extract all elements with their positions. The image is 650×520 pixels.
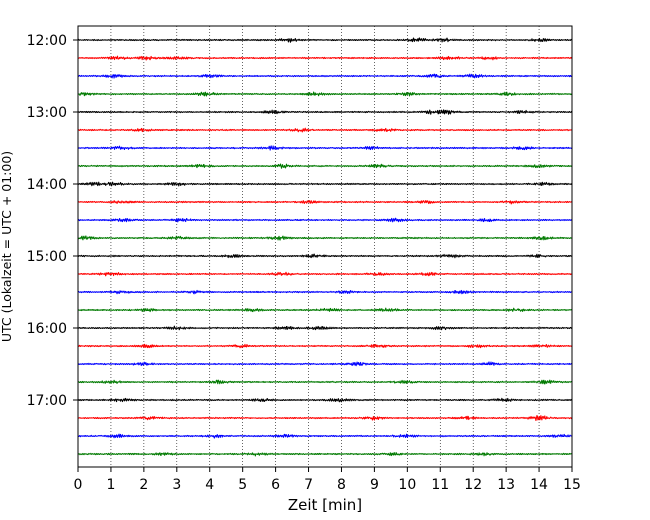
y-tick-label: 14:00 [27, 177, 67, 193]
trace-line [77, 361, 573, 367]
y-tick-label: 15:00 [27, 249, 67, 265]
trace-line [77, 73, 573, 79]
x-tick-label: 1 [106, 477, 115, 493]
x-tick-label: 8 [337, 477, 346, 493]
trace-line [77, 343, 573, 349]
trace-line [77, 271, 573, 277]
y-axis-ticks: 12:00 13:00 14:00 15:00 16:00 17:00 [27, 33, 78, 409]
y-axis-label: UTC (Lokalzeit = UTC + 01:00) [0, 151, 14, 342]
trace-line [77, 415, 573, 422]
x-tick-label: 6 [271, 477, 280, 493]
trace-line [77, 452, 573, 457]
trace-line [77, 397, 573, 403]
trace-line [77, 145, 573, 151]
x-axis-ticks: 0 1 2 3 4 5 6 7 8 9 10 11 12 13 14 15 [74, 467, 581, 493]
trace-line [77, 181, 573, 187]
trace-line [77, 55, 573, 61]
x-tick-label: 12 [464, 477, 482, 493]
trace-line [77, 37, 573, 43]
plot-frame [77, 25, 573, 468]
trace-line [77, 235, 573, 241]
y-tick-label: 13:00 [27, 105, 67, 121]
trace-line [77, 433, 573, 439]
x-tick-label: 14 [530, 477, 548, 493]
trace-line [77, 127, 573, 133]
trace-line [77, 91, 573, 97]
x-tick-label: 7 [304, 477, 313, 493]
y-tick-label: 17:00 [27, 393, 67, 409]
x-tick-label: 2 [139, 477, 148, 493]
trace-line [77, 109, 573, 115]
x-axis-label: Zeit [min] [288, 496, 362, 514]
trace-line [77, 289, 573, 295]
x-tick-label: 5 [238, 477, 247, 493]
x-tick-label: 3 [172, 477, 181, 493]
x-tick-label: 9 [370, 477, 379, 493]
seismogram-traces [77, 37, 573, 457]
trace-line [77, 163, 573, 169]
trace-line [77, 379, 573, 385]
y-tick-label: 16:00 [27, 321, 67, 337]
x-tick-label: 10 [398, 477, 416, 493]
trace-line [77, 307, 573, 313]
x-tick-label: 11 [431, 477, 449, 493]
x-tick-label: 4 [205, 477, 214, 493]
x-tick-label: 0 [74, 477, 83, 493]
trace-line [77, 325, 573, 331]
trace-line [77, 199, 573, 205]
x-tick-label: 13 [497, 477, 515, 493]
x-tick-label: 15 [563, 477, 581, 493]
y-tick-label: 12:00 [27, 33, 67, 49]
trace-line [77, 253, 573, 259]
trace-line [77, 217, 573, 223]
